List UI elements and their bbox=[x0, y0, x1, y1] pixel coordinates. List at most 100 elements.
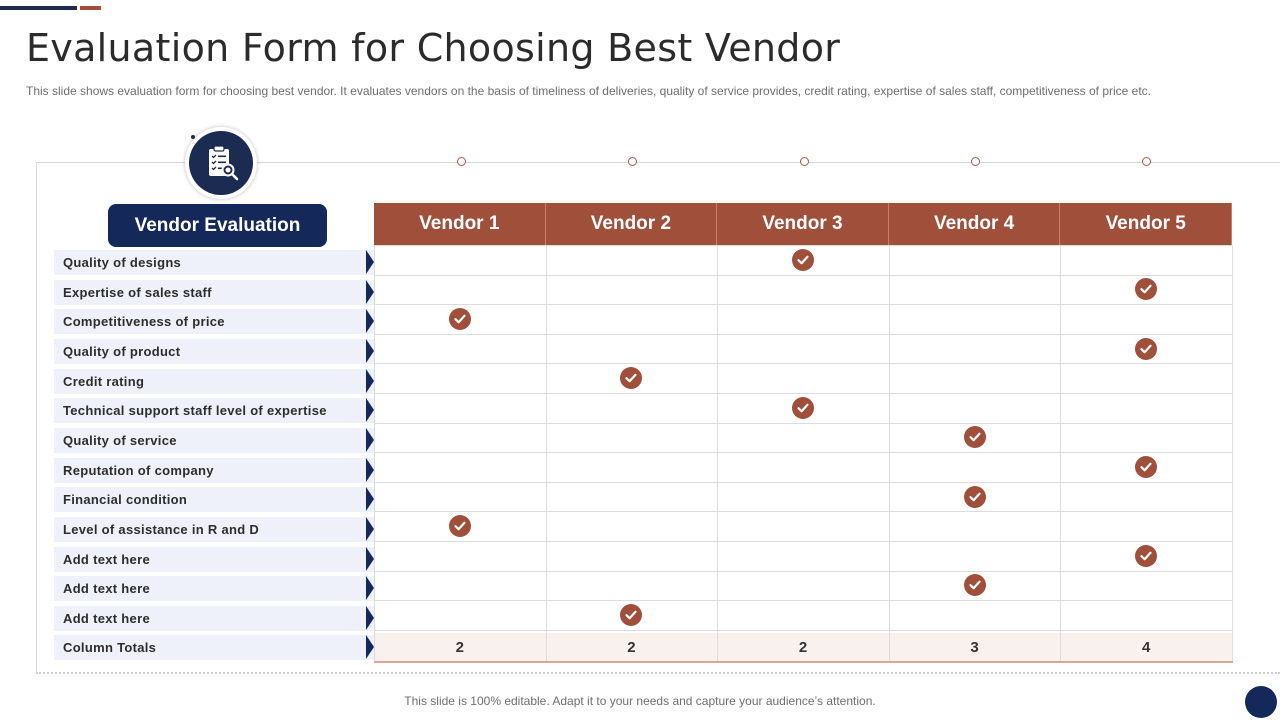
vendor-3-header: Vendor 3 bbox=[717, 203, 889, 245]
criteria-label: Competitiveness of price bbox=[63, 314, 225, 330]
checkmark-icon bbox=[1135, 544, 1158, 567]
row-arrow-icon bbox=[366, 546, 374, 571]
grid-col-line bbox=[888, 245, 890, 661]
criteria-label: Quality of product bbox=[63, 343, 181, 359]
checkmark-icon bbox=[963, 426, 986, 449]
grid-row-line bbox=[374, 304, 1233, 306]
criteria-row: Competitiveness of price bbox=[54, 309, 374, 335]
vendor-3-total: 2 bbox=[798, 639, 808, 656]
page-title: Evaluation Form for Choosing Best Vendor bbox=[26, 26, 841, 70]
criteria-row: Add text here bbox=[54, 576, 374, 602]
frame-bottom-line bbox=[36, 672, 1280, 674]
grid-col-line bbox=[545, 245, 547, 661]
vendor-grid: Vendor 1 Vendor 2 Vendor 3 Vendor 4 Vendor 5… bbox=[374, 203, 1233, 664]
criteria-label: Quality of service bbox=[63, 432, 177, 448]
checkmark-icon bbox=[1135, 278, 1158, 301]
row-arrow-icon bbox=[366, 605, 374, 630]
criteria-row: Reputation of company bbox=[54, 457, 374, 483]
criteria-row: Quality of designs bbox=[54, 250, 374, 275]
row-arrow-icon bbox=[366, 338, 374, 363]
grid-row-line bbox=[374, 511, 1233, 513]
row-arrow-icon bbox=[366, 457, 374, 482]
grid-row-line bbox=[374, 570, 1233, 572]
totals-row-bg bbox=[375, 633, 1233, 662]
checkmark-icon bbox=[792, 248, 814, 271]
criteria-label: Expertise of sales staff bbox=[63, 284, 212, 300]
timeline-dot bbox=[800, 157, 809, 166]
accent-bar-navy bbox=[0, 6, 77, 10]
footer-text: This slide is 100% editable. Adapt it to… bbox=[404, 694, 876, 708]
row-arrow-icon bbox=[366, 576, 374, 601]
corner-circle bbox=[1245, 686, 1277, 718]
criteria-label: Reputation of company bbox=[63, 462, 214, 478]
criteria-row: Quality of product bbox=[54, 338, 374, 364]
vendor-2-header: Vendor 2 bbox=[545, 203, 718, 245]
row-arrow-icon bbox=[366, 516, 374, 541]
footer-note: This slide is 100% editable. Adapt it to… bbox=[0, 694, 1280, 708]
timeline-dot bbox=[971, 157, 980, 166]
vendor-4-header: Vendor 4 bbox=[888, 203, 1061, 245]
checkmark-icon bbox=[620, 367, 643, 390]
criteria-label: Quality of designs bbox=[63, 255, 182, 270]
criteria-label: Financial condition bbox=[63, 492, 188, 508]
grid-row-line bbox=[374, 481, 1233, 483]
criteria-row: Credit rating bbox=[54, 368, 374, 394]
timeline-dot bbox=[628, 157, 637, 166]
row-arrow-icon bbox=[366, 279, 374, 304]
timeline-dot bbox=[1142, 157, 1151, 166]
timeline-dot bbox=[457, 157, 466, 166]
criteria-label: Add text here bbox=[63, 581, 150, 597]
row-arrow-icon bbox=[366, 250, 374, 274]
criteria-row: Technical support staff level of experti… bbox=[54, 398, 374, 424]
criteria-row: Expertise of sales staff bbox=[54, 279, 374, 305]
row-arrow-icon bbox=[366, 398, 374, 423]
row-arrow-icon bbox=[366, 368, 374, 393]
grid-col-line bbox=[374, 245, 375, 661]
row-arrow-icon bbox=[366, 309, 374, 334]
grid-row-line bbox=[374, 629, 1233, 631]
vendor-5-total: 4 bbox=[1142, 639, 1151, 656]
criteria-row: Quality of service bbox=[54, 427, 374, 453]
vendor-1-header: Vendor 1 bbox=[374, 203, 546, 245]
grid-row-line bbox=[374, 274, 1233, 276]
header-icon-badge bbox=[185, 127, 257, 199]
accent-bar-brown bbox=[80, 6, 101, 10]
checkmark-icon bbox=[1135, 456, 1158, 478]
criteria-label: Level of assistance in R and D bbox=[63, 521, 260, 537]
frame-top-line bbox=[36, 162, 1280, 163]
criteria-label: Add text here bbox=[63, 551, 150, 567]
checkmark-icon bbox=[1135, 337, 1158, 360]
grid-row-line bbox=[374, 393, 1233, 394]
grid-row-line bbox=[374, 245, 1233, 246]
checkmark-icon bbox=[448, 308, 471, 330]
criteria-label: Credit rating bbox=[63, 373, 145, 389]
grid-row-line bbox=[374, 452, 1233, 454]
grid-col-line bbox=[1232, 245, 1233, 661]
criteria-row: Financial condition bbox=[54, 487, 374, 513]
vendor-evaluation-header: Vendor Evaluation bbox=[108, 204, 327, 247]
checkmark-icon bbox=[620, 604, 643, 626]
badge-spark bbox=[191, 135, 195, 139]
vendor-5-header: Vendor 5 bbox=[1060, 203, 1232, 245]
vendor-4-total: 3 bbox=[970, 639, 979, 656]
column-totals-label: Column Totals bbox=[63, 640, 157, 656]
vendor-1-total: 2 bbox=[455, 639, 464, 656]
row-arrow-icon bbox=[366, 635, 374, 660]
grid-row-line bbox=[374, 333, 1233, 335]
grid-row-line bbox=[374, 363, 1233, 365]
column-totals-row: Column Totals bbox=[54, 635, 374, 661]
clipboard-search-icon bbox=[209, 145, 239, 181]
page-subtitle: This slide shows evaluation form for cho… bbox=[26, 84, 1151, 98]
row-arrow-icon bbox=[366, 427, 374, 452]
row-arrow-icon bbox=[366, 487, 374, 512]
grid-row-line bbox=[374, 600, 1233, 602]
totals-bottom-border bbox=[374, 661, 1233, 663]
grid-row-line bbox=[374, 541, 1233, 542]
criteria-row: Add text here bbox=[54, 546, 374, 572]
vendor-2-total: 2 bbox=[627, 639, 636, 656]
checkmark-icon bbox=[963, 485, 986, 508]
criteria-label: Technical support staff level of experti… bbox=[63, 403, 327, 419]
frame-left-line bbox=[36, 162, 37, 672]
grid-col-line bbox=[717, 245, 719, 661]
checkmark-icon bbox=[792, 396, 814, 419]
